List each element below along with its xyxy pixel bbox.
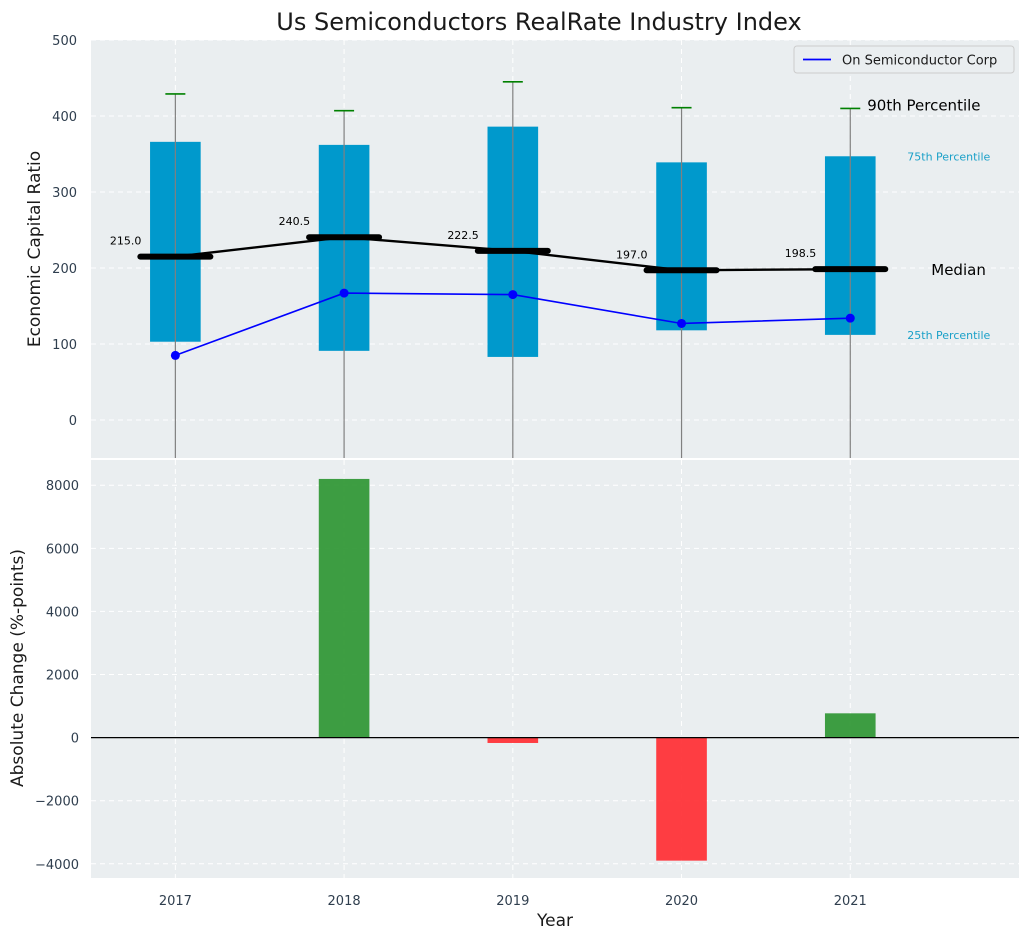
top-y-tick-label: 100 bbox=[52, 338, 77, 353]
series-point bbox=[677, 318, 687, 328]
series-point bbox=[845, 313, 855, 323]
chart-title: Us Semiconductors RealRate Industry Inde… bbox=[276, 8, 801, 36]
median-value-label: 198.5 bbox=[785, 247, 817, 260]
p25-annotation: 25th Percentile bbox=[907, 329, 990, 342]
bottom-y-axis-title: Absolute Change (%-points) bbox=[8, 549, 28, 787]
x-tick-label: 2018 bbox=[328, 894, 361, 909]
x-tick-label: 2017 bbox=[159, 894, 192, 909]
bottom-y-tick-label: 2000 bbox=[46, 669, 79, 684]
top-y-tick-label: 300 bbox=[52, 186, 77, 201]
median-value-label: 215.0 bbox=[110, 235, 142, 248]
series-point bbox=[170, 350, 180, 360]
top-y-tick-label: 0 bbox=[69, 414, 77, 429]
legend-series-label: On Semiconductor Corp bbox=[842, 54, 997, 69]
bottom-y-tick-label: 0 bbox=[71, 732, 79, 747]
change-bar-2021 bbox=[824, 713, 876, 738]
bottom-y-tick-label: 8000 bbox=[46, 479, 79, 494]
bottom-plot-area bbox=[91, 460, 1019, 878]
p75-annotation: 75th Percentile bbox=[907, 150, 990, 163]
bottom-y-tick-label: −2000 bbox=[35, 795, 79, 810]
p90-annotation: 90th Percentile bbox=[867, 96, 980, 114]
top-y-axis-title: Economic Capital Ratio bbox=[25, 151, 45, 347]
bottom-y-tick-label: −4000 bbox=[35, 858, 79, 873]
top-y-tick-label: 400 bbox=[52, 110, 77, 125]
series-point bbox=[339, 288, 349, 298]
median-value-label: 240.5 bbox=[279, 215, 311, 228]
x-axis-title: Year bbox=[536, 911, 573, 931]
x-tick-label: 2019 bbox=[496, 894, 529, 909]
bottom-y-tick-label: 6000 bbox=[46, 542, 79, 557]
change-bar-2019 bbox=[487, 737, 539, 743]
change-bar-2018 bbox=[318, 478, 370, 738]
top-y-tick-label: 500 bbox=[52, 34, 77, 49]
x-tick-label: 2021 bbox=[834, 894, 867, 909]
series-point bbox=[508, 290, 518, 300]
change-bar-2020 bbox=[656, 737, 707, 861]
top-y-tick-label: 200 bbox=[52, 262, 77, 277]
median-annotation: Median bbox=[931, 261, 986, 279]
x-tick-label: 2020 bbox=[665, 894, 698, 909]
median-value-label: 222.5 bbox=[447, 229, 479, 242]
bottom-y-tick-label: 4000 bbox=[46, 605, 79, 620]
legend-box bbox=[793, 45, 1015, 74]
median-value-label: 197.0 bbox=[616, 248, 648, 261]
